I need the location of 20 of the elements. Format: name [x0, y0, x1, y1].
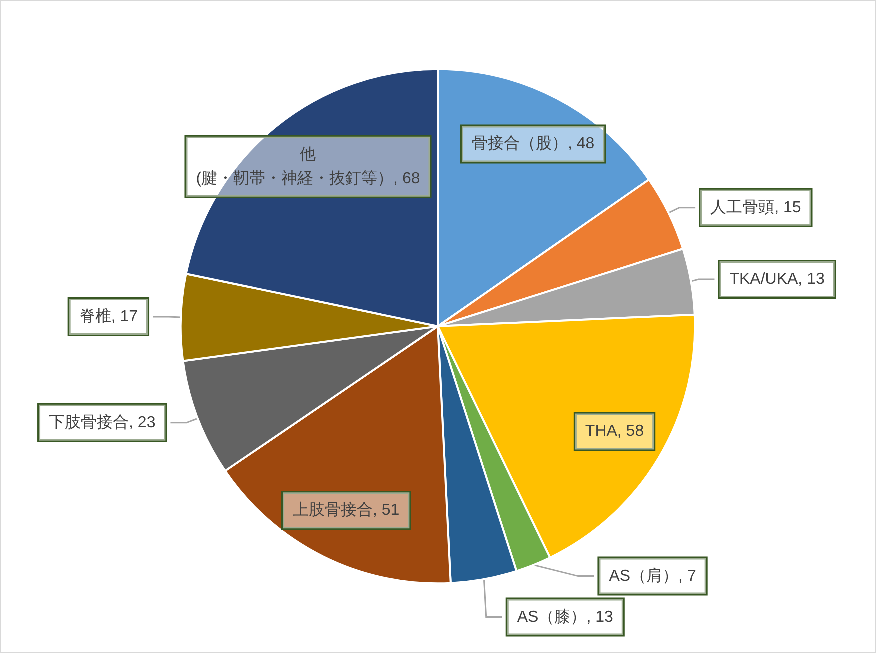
- data-label: , 58: [617, 423, 644, 440]
- slice-label: TKA/UKA: [730, 270, 799, 288]
- slice-label: 脊椎: [79, 308, 112, 326]
- data-label: , 51: [373, 502, 400, 520]
- slice-label: 上肢骨接合: [293, 501, 374, 520]
- slice-label: AS（膝）: [517, 608, 587, 626]
- data-label: , 17: [111, 308, 138, 326]
- slice-label: 人工骨頭: [710, 199, 775, 216]
- data-label: , 13: [798, 270, 825, 288]
- data-label: , 7: [678, 568, 696, 585]
- data-label: , 23: [129, 414, 156, 432]
- data-label: , 15: [774, 199, 802, 216]
- slice-label: AS（肩）: [609, 566, 679, 585]
- data-label: , 48: [568, 136, 595, 153]
- slice-label: 骨接合（股）: [472, 134, 568, 153]
- data-label: , 68: [394, 170, 420, 188]
- slice-label: 他 (腱・靭帯・神経・抜釘等）: [196, 146, 394, 188]
- slice-label: 下肢骨接合: [49, 413, 130, 432]
- data-label: , 13: [586, 608, 614, 626]
- slice-label: THA: [585, 423, 618, 440]
